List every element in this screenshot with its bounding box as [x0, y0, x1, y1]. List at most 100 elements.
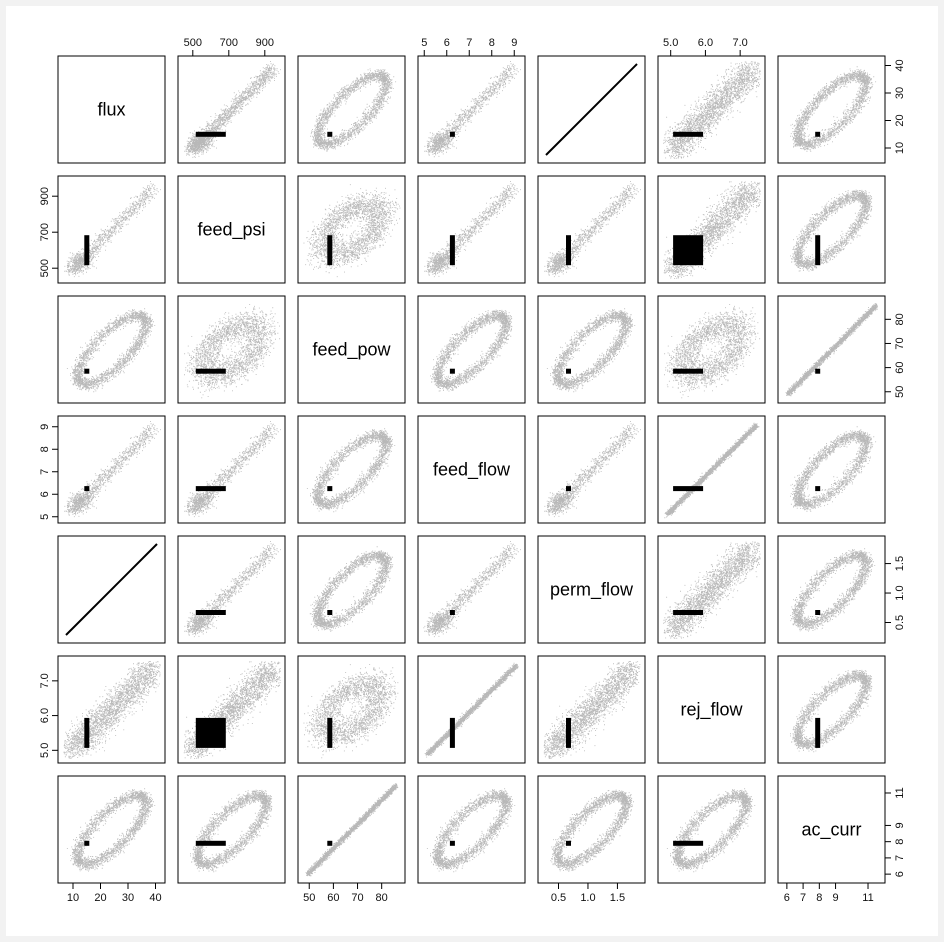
cluster-mark — [84, 368, 90, 374]
panel-flux-vs-flux: flux — [57, 55, 166, 164]
x-tick-label: 80 — [376, 892, 388, 904]
panel-rej_flow-vs-feed_psi — [177, 655, 286, 764]
panel-feed_pow-vs-ac_curr — [777, 295, 886, 404]
scatter-points — [426, 788, 516, 873]
x-tick-label: 9 — [832, 892, 838, 904]
y-axis-flux: 10 20 30 40 — [885, 59, 906, 154]
y-tick-label: 8 — [39, 446, 51, 452]
cluster-mark — [84, 717, 90, 748]
panel-perm_flow-vs-ac_curr — [777, 535, 886, 644]
panel-ac_curr-vs-feed_pow — [297, 775, 406, 884]
scatter-points — [664, 422, 760, 519]
panel-frame — [777, 415, 886, 524]
panel-perm_flow-vs-rej_flow — [657, 535, 766, 644]
panel-feed_flow-vs-feed_flow: feed_flow — [417, 415, 526, 524]
x-tick-label: 7 — [800, 892, 806, 904]
panel-perm_flow-vs-feed_psi — [177, 535, 286, 644]
y-tick-label: 5 — [39, 514, 51, 520]
y-tick-label: 60 — [894, 361, 906, 373]
panel-feed_flow-vs-ac_curr — [777, 415, 886, 524]
scatter-points — [430, 309, 513, 392]
panel-frame — [537, 295, 646, 404]
panel-rej_flow-vs-perm_flow — [537, 655, 646, 764]
panel-frame — [417, 415, 526, 524]
panel-perm_flow-vs-feed_pow — [297, 535, 406, 644]
variable-label-feed_flow: feed_flow — [433, 460, 511, 481]
panel-frame — [57, 295, 166, 404]
cluster-mark — [815, 717, 821, 748]
panel-frame — [417, 55, 526, 164]
y-axis-feed_pow: 50 60 70 80 — [885, 313, 906, 398]
panel-frame — [537, 775, 646, 884]
cluster-mark — [815, 235, 821, 266]
scatter-points — [305, 783, 399, 877]
cluster-mark — [449, 235, 455, 266]
cluster-mark — [566, 840, 571, 846]
cluster-mark — [673, 368, 704, 374]
panel-frame — [177, 775, 286, 884]
scatter-points — [546, 308, 636, 393]
panel-frame — [777, 295, 886, 404]
scatter-points — [543, 661, 641, 759]
panel-feed_flow-vs-rej_flow — [657, 415, 766, 524]
panel-feed_psi-vs-feed_pow — [297, 175, 406, 284]
y-axis-ac_curr: 6 7 8 9 11 — [885, 787, 906, 877]
panel-frame — [417, 535, 526, 644]
scatter-points — [184, 61, 281, 158]
panel-frame — [777, 175, 886, 284]
x-tick-label: 7.0 — [733, 37, 748, 49]
panel-frame — [297, 415, 406, 524]
scatter-points — [66, 788, 156, 872]
scatter-points — [424, 662, 519, 758]
scatter-points — [790, 669, 873, 753]
scatter-points — [424, 181, 521, 278]
variable-label-perm_flow: perm_flow — [550, 580, 634, 601]
variable-label-feed_psi: feed_psi — [197, 220, 265, 241]
y-axis-feed_psi: 500 700 900 — [39, 187, 58, 277]
variable-label-ac_curr: ac_curr — [801, 820, 861, 841]
variable-label-rej_flow: rej_flow — [680, 700, 743, 721]
panel-frame — [657, 415, 766, 524]
cluster-mark — [84, 486, 90, 492]
cluster-mark — [566, 486, 571, 492]
y-tick-label: 6.0 — [39, 708, 51, 723]
panel-frame — [537, 535, 646, 644]
panel-frame — [57, 175, 166, 284]
panel-feed_psi-vs-rej_flow — [657, 175, 766, 284]
panel-frame — [297, 775, 406, 884]
panel-frame — [537, 415, 646, 524]
y-tick-label: 5.0 — [39, 743, 51, 758]
cluster-mark — [673, 131, 704, 137]
panel-rej_flow-vs-rej_flow: rej_flow — [657, 655, 766, 764]
cluster-mark — [566, 717, 571, 748]
x-tick-label: 9 — [511, 37, 517, 49]
y-tick-label: 11 — [894, 787, 906, 798]
y-tick-label: 50 — [894, 386, 906, 398]
panel-feed_flow-vs-feed_pow — [297, 415, 406, 524]
x-tick-label: 5.0 — [663, 37, 678, 49]
cluster-mark — [195, 840, 226, 846]
panel-frame — [657, 295, 766, 404]
y-tick-label: 7 — [39, 469, 51, 475]
panel-flux-vs-feed_pow — [297, 55, 406, 164]
x-tick-label: 8 — [816, 892, 822, 904]
panel-rej_flow-vs-feed_pow — [297, 655, 406, 764]
y-axis-perm_flow: 0.5 1.0 1.5 — [885, 556, 906, 630]
panel-feed_psi-vs-feed_psi: feed_psi — [177, 175, 286, 284]
y-tick-label: 9 — [894, 822, 906, 828]
cluster-mark — [673, 840, 704, 846]
panel-frame — [417, 655, 526, 764]
scatter-points — [550, 789, 634, 872]
panel-perm_flow-vs-flux — [57, 535, 166, 644]
panel-feed_flow-vs-perm_flow — [537, 415, 646, 524]
panel-frame — [657, 535, 766, 644]
panel-frame — [297, 55, 406, 164]
scatter-points — [424, 61, 521, 158]
y-tick-label: 7 — [894, 855, 906, 861]
cluster-mark — [327, 131, 333, 137]
scatter-points — [190, 789, 273, 873]
x-tick-label: 900 — [256, 37, 274, 49]
x-tick-label: 60 — [327, 892, 339, 904]
x-tick-label: 500 — [184, 37, 202, 49]
panel-frame — [657, 655, 766, 764]
